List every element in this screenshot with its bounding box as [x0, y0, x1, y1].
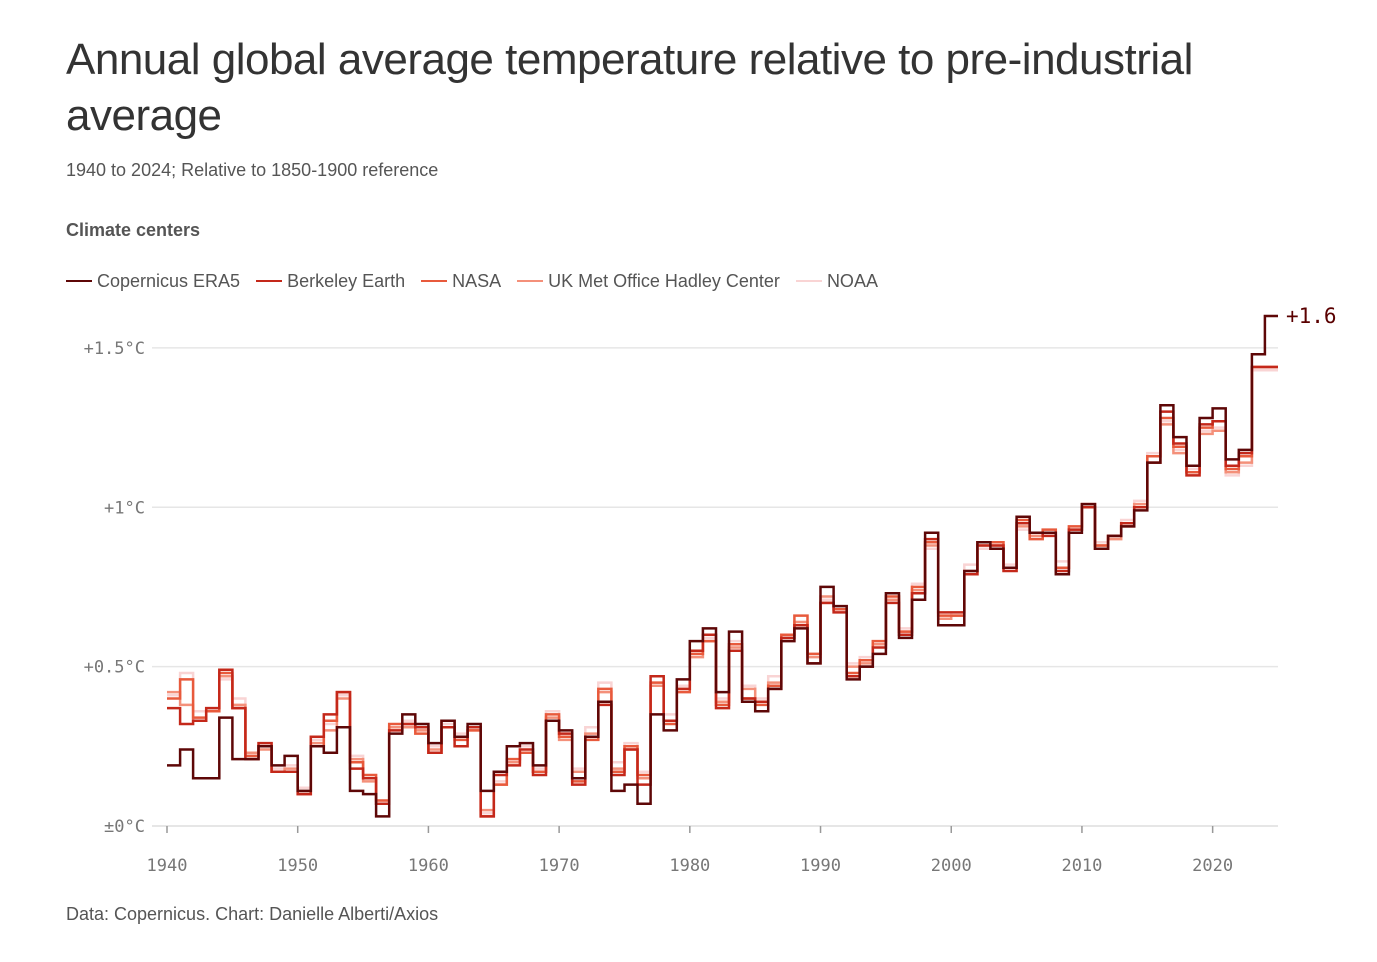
series-line-copernicus-era5 [167, 314, 1278, 818]
chart-title: Annual global average temperature relati… [66, 35, 1193, 140]
x-tick-label: 1970 [539, 856, 580, 876]
legend-label: Copernicus ERA5 [97, 270, 241, 291]
y-tick-label: ±0°C [104, 817, 145, 837]
x-tick-label: 1960 [408, 856, 449, 876]
x-tick-label: 1980 [669, 856, 710, 876]
x-tick-label: 2010 [1061, 856, 1102, 876]
legend-item: Berkeley Earth [256, 271, 405, 292]
legend-title: Climate centers [66, 220, 201, 240]
legend-label: NOAA [826, 270, 878, 291]
y-tick-label: +1°C [104, 498, 145, 518]
legend-item: UK Met Office Hadley Center [517, 271, 780, 292]
x-tick-label: 1950 [277, 856, 318, 876]
legend-swatch [66, 280, 92, 282]
legend-label: Berkeley Earth [287, 270, 406, 291]
x-tick-label: 1990 [800, 856, 841, 876]
legend-swatch [795, 280, 822, 282]
source-note: Data: Copernicus. Chart: Danielle Albert… [66, 904, 439, 924]
legend-item: Copernicus ERA5 [66, 271, 240, 292]
chart-subtitle: 1940 to 2024; Relative to 1850-1900 refe… [66, 160, 439, 180]
y-tick-label: +0.5°C [84, 658, 145, 678]
legend-swatch [421, 280, 448, 282]
legend-label: NASA [452, 270, 502, 291]
series-line-berkeley-earth [167, 365, 1278, 818]
x-tick-label: 2020 [1192, 856, 1233, 876]
y-tick-label: +1.5°C [84, 339, 145, 359]
end-value-label: +1.6 [1286, 304, 1337, 328]
x-tick-label: 1940 [147, 856, 188, 876]
legend-swatch [256, 280, 283, 282]
x-tick-label: 2000 [931, 856, 972, 876]
legend-label: UK Met Office Hadley Center [548, 270, 780, 291]
legend-swatch [517, 280, 544, 282]
legend-item: NOAA [795, 270, 878, 292]
series-line-noaa [167, 368, 1278, 815]
series-line-uk-met-office-hadley-center [167, 365, 1278, 812]
legend-item: NASA [421, 271, 501, 292]
series-line-nasa [167, 365, 1278, 818]
legend: Copernicus ERA5 Berkeley Earth NASA UK Met … [66, 268, 894, 294]
